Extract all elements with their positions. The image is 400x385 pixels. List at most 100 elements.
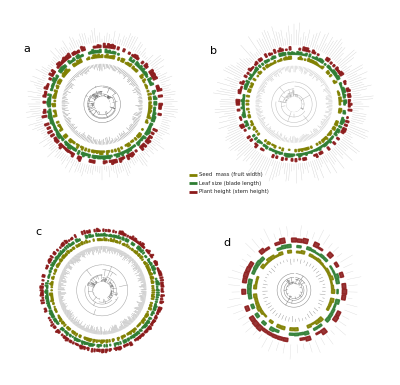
- Wedge shape: [73, 51, 76, 55]
- Wedge shape: [239, 117, 241, 119]
- Wedge shape: [243, 98, 244, 100]
- Wedge shape: [156, 297, 158, 298]
- Wedge shape: [291, 159, 293, 161]
- Wedge shape: [61, 244, 63, 247]
- Wedge shape: [301, 251, 305, 254]
- Wedge shape: [140, 256, 142, 258]
- Wedge shape: [50, 118, 53, 120]
- Wedge shape: [62, 138, 64, 141]
- Wedge shape: [348, 105, 350, 107]
- Wedge shape: [104, 233, 105, 236]
- Wedge shape: [106, 54, 108, 58]
- Wedge shape: [52, 264, 54, 266]
- Wedge shape: [131, 236, 134, 239]
- Wedge shape: [254, 126, 255, 128]
- Wedge shape: [148, 137, 150, 139]
- Wedge shape: [67, 145, 71, 149]
- Wedge shape: [42, 276, 45, 277]
- Wedge shape: [311, 322, 315, 325]
- Wedge shape: [160, 277, 163, 278]
- Wedge shape: [51, 296, 53, 297]
- Wedge shape: [341, 119, 345, 121]
- Wedge shape: [69, 146, 72, 149]
- Wedge shape: [40, 287, 43, 288]
- Wedge shape: [242, 104, 244, 105]
- Wedge shape: [315, 57, 318, 60]
- Wedge shape: [59, 144, 63, 149]
- Wedge shape: [261, 264, 265, 269]
- Wedge shape: [152, 288, 154, 289]
- Wedge shape: [99, 345, 100, 346]
- Wedge shape: [110, 344, 111, 346]
- Wedge shape: [242, 278, 247, 283]
- Wedge shape: [60, 253, 62, 254]
- Wedge shape: [64, 330, 66, 332]
- Wedge shape: [42, 275, 45, 276]
- Wedge shape: [299, 48, 301, 50]
- Wedge shape: [149, 262, 150, 263]
- Wedge shape: [332, 316, 339, 322]
- Wedge shape: [339, 82, 342, 85]
- Wedge shape: [125, 144, 127, 146]
- Wedge shape: [248, 68, 252, 71]
- Wedge shape: [133, 329, 135, 332]
- Wedge shape: [53, 110, 56, 112]
- Wedge shape: [119, 241, 121, 244]
- Wedge shape: [243, 112, 245, 114]
- Wedge shape: [57, 264, 59, 266]
- Wedge shape: [339, 71, 342, 74]
- Wedge shape: [295, 159, 297, 162]
- Wedge shape: [255, 61, 258, 64]
- Wedge shape: [55, 112, 56, 113]
- Wedge shape: [240, 119, 242, 121]
- Wedge shape: [138, 246, 140, 249]
- Wedge shape: [320, 66, 322, 68]
- Wedge shape: [140, 335, 142, 336]
- Wedge shape: [59, 126, 61, 127]
- Wedge shape: [312, 150, 314, 152]
- Wedge shape: [60, 67, 64, 70]
- Wedge shape: [335, 67, 338, 70]
- Wedge shape: [79, 244, 80, 246]
- Wedge shape: [132, 66, 134, 69]
- Wedge shape: [88, 348, 89, 350]
- Wedge shape: [343, 96, 345, 98]
- Wedge shape: [150, 305, 152, 307]
- Wedge shape: [280, 238, 285, 244]
- Wedge shape: [275, 242, 280, 246]
- Wedge shape: [132, 152, 135, 156]
- Wedge shape: [145, 121, 148, 123]
- Wedge shape: [272, 56, 274, 59]
- Wedge shape: [56, 85, 59, 87]
- Wedge shape: [56, 63, 60, 67]
- Wedge shape: [274, 146, 276, 148]
- Wedge shape: [251, 83, 254, 85]
- Wedge shape: [99, 230, 100, 231]
- Wedge shape: [59, 263, 60, 264]
- Wedge shape: [344, 83, 346, 85]
- Wedge shape: [56, 75, 59, 77]
- Wedge shape: [154, 308, 156, 310]
- Wedge shape: [77, 151, 80, 154]
- Wedge shape: [104, 340, 105, 342]
- Wedge shape: [92, 235, 94, 237]
- Wedge shape: [336, 75, 340, 79]
- Wedge shape: [97, 235, 98, 236]
- Wedge shape: [72, 141, 74, 143]
- Wedge shape: [65, 254, 67, 256]
- Wedge shape: [42, 115, 47, 118]
- Wedge shape: [71, 153, 74, 157]
- Wedge shape: [46, 268, 48, 269]
- Wedge shape: [118, 153, 120, 157]
- Wedge shape: [300, 338, 305, 340]
- Wedge shape: [57, 66, 59, 69]
- Wedge shape: [320, 151, 323, 154]
- Wedge shape: [78, 60, 81, 63]
- Wedge shape: [260, 310, 264, 315]
- Wedge shape: [310, 146, 312, 148]
- Wedge shape: [103, 161, 105, 164]
- Wedge shape: [129, 148, 132, 151]
- Wedge shape: [96, 349, 98, 351]
- Wedge shape: [144, 324, 148, 326]
- Wedge shape: [63, 335, 65, 338]
